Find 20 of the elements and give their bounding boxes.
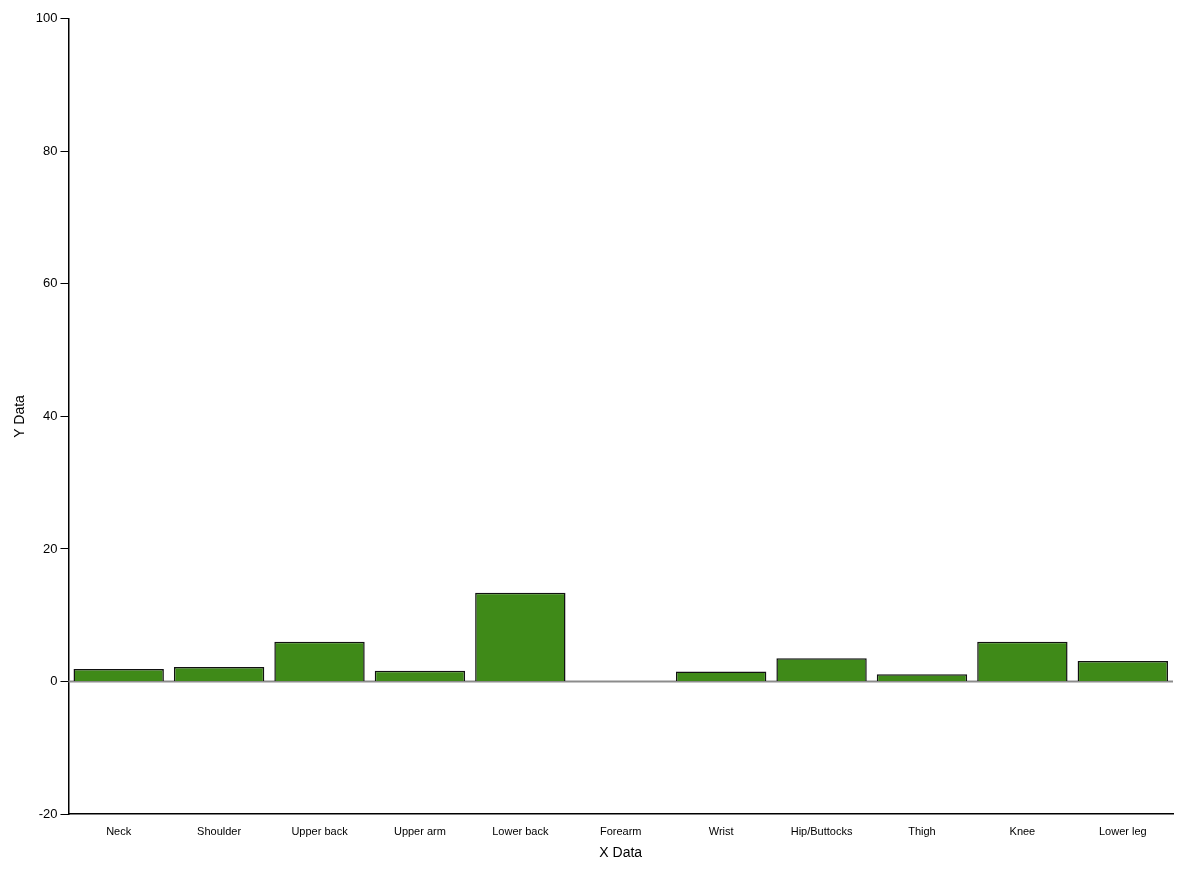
x-tick-label: Thigh: [908, 824, 936, 837]
y-tick-label: 0: [50, 673, 58, 689]
x-axis-title: X Data: [599, 844, 643, 861]
y-tick-label: 40: [43, 407, 58, 423]
y-tick-label: 60: [43, 275, 58, 291]
x-tick-label: Shoulder: [197, 824, 242, 837]
x-tick-label: Upper arm: [393, 824, 446, 837]
x-tick-label: Knee: [1009, 824, 1036, 837]
y-axis-title: Y Data: [11, 394, 28, 438]
x-tick-label: Lower leg: [1098, 824, 1147, 837]
x-tick-label: Lower back: [492, 824, 549, 837]
x-tick-label: Neck: [106, 824, 132, 837]
y-tick-label: 100: [35, 10, 58, 26]
x-tick-label: Upper back: [291, 824, 349, 837]
x-tick-label: Wrist: [708, 824, 734, 837]
y-tick-label: -20: [38, 805, 58, 821]
y-tick-label: 20: [43, 540, 58, 556]
x-tick-label: Hip/Buttocks: [790, 824, 853, 837]
x-tick-label: Forearm: [599, 824, 642, 837]
y-tick-label: 80: [43, 142, 58, 158]
